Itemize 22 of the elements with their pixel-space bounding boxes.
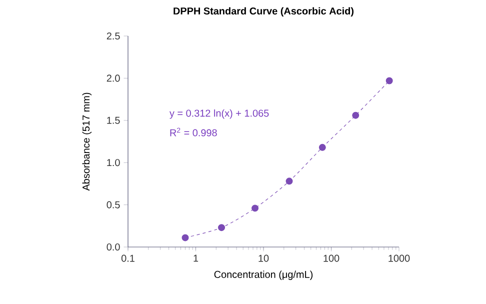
x-tick-label: 100 — [324, 254, 340, 262]
x-tick-label: 1000 — [388, 254, 410, 262]
y-tick-label: 1.5 — [107, 116, 120, 124]
chart-title: DPPH Standard Curve (Ascorbic Acid) — [174, 7, 354, 16]
point — [386, 77, 393, 84]
x-tick-label: 10 — [258, 254, 269, 262]
point — [318, 144, 326, 151]
point — [252, 204, 259, 212]
y-tick-label: 0.0 — [106, 243, 120, 251]
y-tick-label: 1.0 — [107, 159, 120, 166]
point — [352, 112, 360, 119]
x-axis-title: Concentration (μg/mL) — [214, 270, 313, 280]
y-tick-label: 2.5 — [106, 32, 120, 40]
y-axis-title: Absorbance (517 mm) — [82, 92, 92, 191]
point — [218, 224, 225, 232]
y-tick-label: 2.0 — [106, 74, 120, 82]
annotation: R$^{2}$ = 0.998 — [170, 128, 217, 136]
x-tick-label: 0.1 — [121, 254, 134, 262]
point — [286, 178, 293, 185]
y-tick-label: 0.5 — [106, 201, 120, 208]
annotation: y = 0.312 ln(x) + 1.065 — [169, 109, 269, 119]
x-tick-label: 1 — [194, 254, 198, 262]
